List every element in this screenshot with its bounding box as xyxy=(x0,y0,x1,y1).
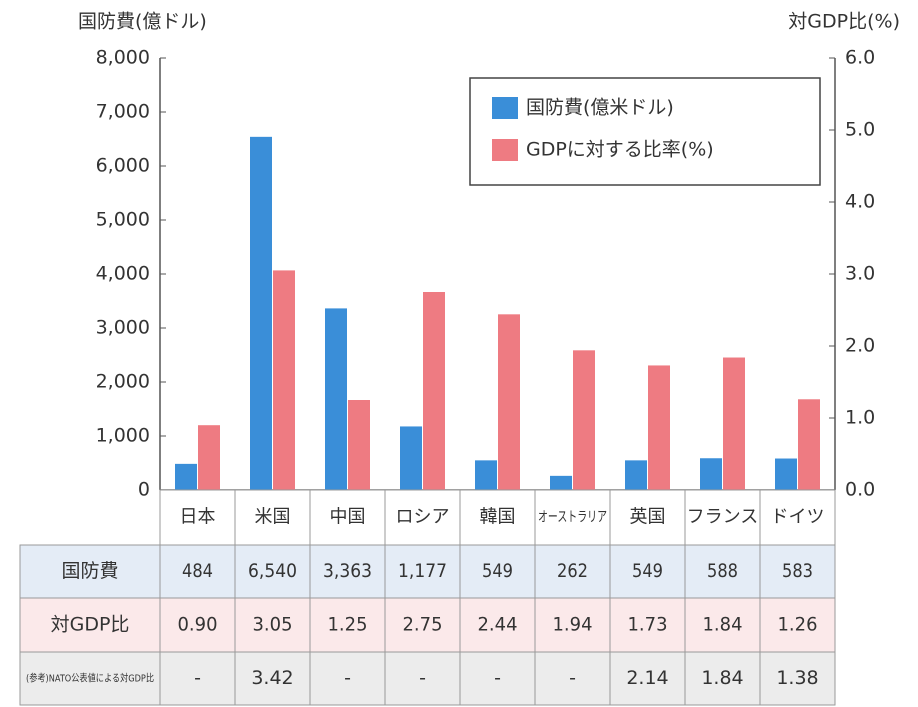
y-tick-label: 7,000 xyxy=(96,101,150,123)
table-row xyxy=(19,544,836,599)
bar xyxy=(498,314,520,490)
y2-axis-title: 対GDP比(%) xyxy=(788,11,900,33)
table-value: 262 xyxy=(557,560,588,582)
bar xyxy=(273,270,295,490)
row-label: 国防費 xyxy=(61,560,118,582)
y2-tick-label: 6.0 xyxy=(845,47,875,69)
y-tick-label: 8,000 xyxy=(96,47,150,69)
bar xyxy=(198,425,220,490)
x-tick-label: フランス xyxy=(687,507,759,528)
table-value: 6,540 xyxy=(248,560,297,582)
table-value: 2.75 xyxy=(403,614,443,636)
bar xyxy=(475,460,497,490)
table-value: 583 xyxy=(782,560,813,582)
bar xyxy=(648,365,670,490)
y2-tick-label: 2.0 xyxy=(845,335,875,357)
table-value: 1.38 xyxy=(776,667,818,689)
y2-tick-label: 1.0 xyxy=(845,407,875,429)
x-tick-label: 英国 xyxy=(630,507,666,528)
bar xyxy=(625,460,647,490)
bar xyxy=(423,292,445,490)
row-label: (参考)NATO公表値による対GDP比 xyxy=(26,672,154,685)
table-value: - xyxy=(494,667,501,689)
y2-tick-label: 3.0 xyxy=(845,263,875,285)
table-value: - xyxy=(344,667,351,689)
bar xyxy=(798,399,820,490)
table-value: 3.42 xyxy=(251,667,293,689)
legend-box xyxy=(469,77,821,186)
table-value: 1.26 xyxy=(778,614,818,636)
table-value: 3,363 xyxy=(323,560,372,582)
table-value: 549 xyxy=(482,560,513,582)
table-row xyxy=(159,489,836,546)
legend-label: 国防費(億米ドル) xyxy=(526,97,674,119)
bar xyxy=(175,463,197,490)
table-value: 1.84 xyxy=(703,614,743,636)
x-tick-label: オーストラリア xyxy=(538,510,607,526)
table-value: 588 xyxy=(707,560,738,582)
table-value: 1.84 xyxy=(701,667,743,689)
table-value: 0.90 xyxy=(178,614,218,636)
table-value: 484 xyxy=(182,560,213,582)
bar xyxy=(400,426,422,490)
legend-swatch xyxy=(492,139,518,161)
x-tick-label: ドイツ xyxy=(771,507,825,528)
y-tick-label: 2,000 xyxy=(96,371,150,393)
x-tick-label: 韓国 xyxy=(480,507,516,528)
legend-label: GDPに対する比率(%) xyxy=(526,139,714,161)
table-value: - xyxy=(569,667,576,689)
y-axis-title: 国防費(億ドル) xyxy=(78,11,207,33)
x-tick-label: 米国 xyxy=(255,507,291,528)
table-row xyxy=(19,651,836,706)
table-value: 3.05 xyxy=(253,614,293,636)
y-tick-label: 5,000 xyxy=(96,209,150,231)
x-tick-label: 中国 xyxy=(330,507,366,528)
y2-tick-label: 0.0 xyxy=(845,479,875,501)
bar xyxy=(573,350,595,490)
y2-tick-label: 4.0 xyxy=(845,191,875,213)
bar xyxy=(700,458,722,490)
bar xyxy=(325,308,347,490)
table-value: 1.73 xyxy=(628,614,668,636)
table-row xyxy=(19,597,836,653)
bar xyxy=(348,400,370,490)
y-tick-label: 3,000 xyxy=(96,317,150,339)
table-value: - xyxy=(194,667,201,689)
y2-tick-label: 5.0 xyxy=(845,119,875,141)
y-tick-label: 1,000 xyxy=(96,425,150,447)
table-value: 1.25 xyxy=(328,614,368,636)
bar xyxy=(550,475,572,490)
table-value: 1,177 xyxy=(398,560,447,582)
table-value: 2.14 xyxy=(626,667,668,689)
row-label: 対GDP比 xyxy=(51,614,130,636)
bar xyxy=(723,357,745,490)
table-value: 1.94 xyxy=(553,614,593,636)
bar xyxy=(775,458,797,490)
table-value: 2.44 xyxy=(478,614,518,636)
y-tick-label: 0 xyxy=(138,479,150,501)
y-tick-label: 6,000 xyxy=(96,155,150,177)
y-tick-label: 4,000 xyxy=(96,263,150,285)
bar xyxy=(250,136,272,490)
x-tick-label: 日本 xyxy=(180,507,216,528)
table-value: - xyxy=(419,667,426,689)
x-tick-label: ロシア xyxy=(396,507,450,528)
table-value: 549 xyxy=(632,560,663,582)
legend-swatch xyxy=(492,97,518,119)
